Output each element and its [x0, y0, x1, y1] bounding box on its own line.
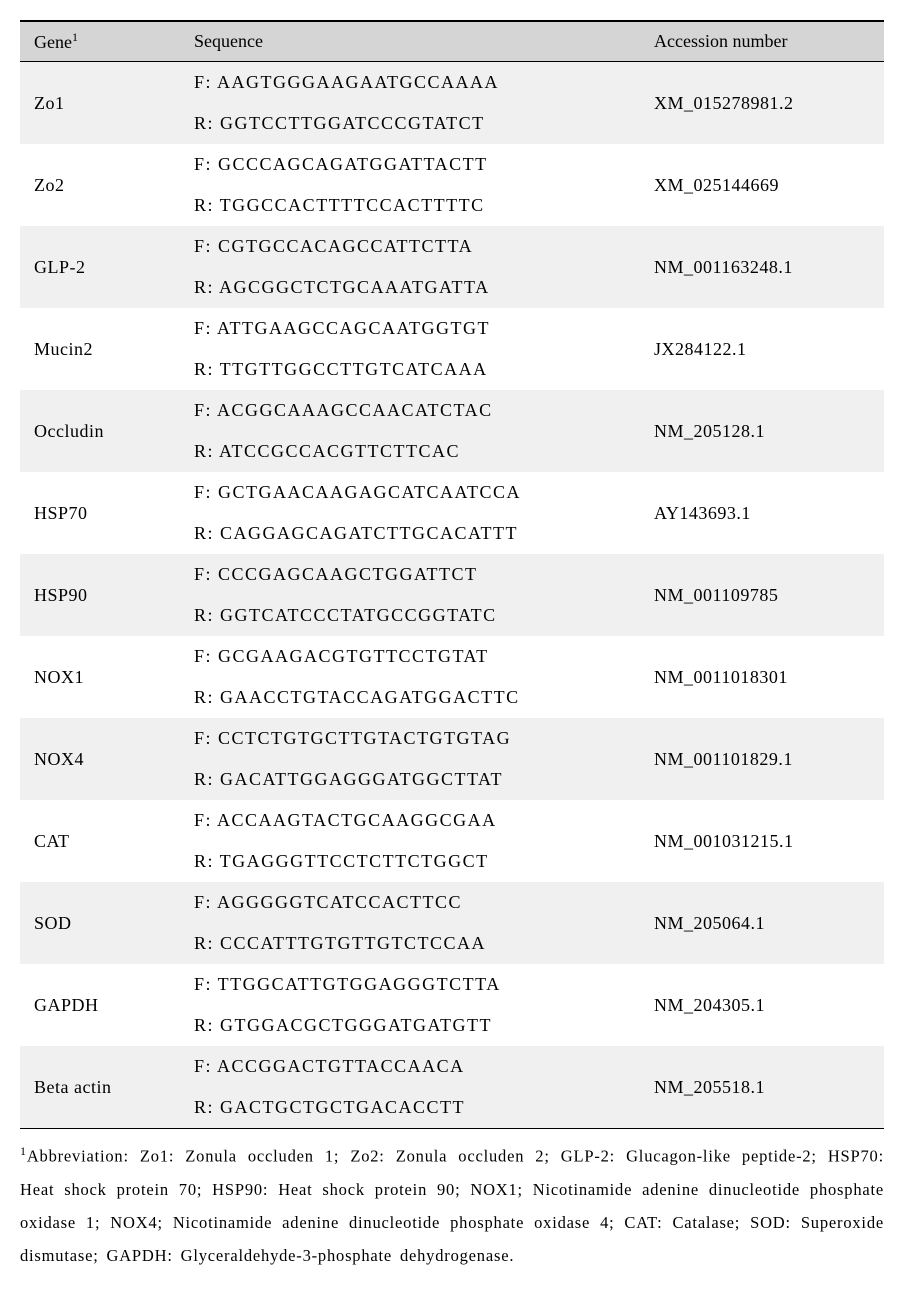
- header-gene: Gene1: [20, 21, 180, 62]
- forward-sequence: F: AGGGGGTCATCCACTTCC: [180, 882, 640, 923]
- reverse-sequence: R: TTGTTGGCCTTGTCATCAAA: [180, 349, 640, 390]
- reverse-sequence: R: CCCATTTGTGTTGTCTCCAA: [180, 923, 640, 964]
- forward-sequence: F: ACCGGACTGTTACCAACA: [180, 1046, 640, 1087]
- accession-cell: NM_001031215.1: [640, 800, 884, 882]
- forward-sequence: F: TTGGCATTGTGGAGGGTCTTA: [180, 964, 640, 1005]
- forward-sequence: F: CCCGAGCAAGCTGGATTCT: [180, 554, 640, 595]
- reverse-sequence: R: ATCCGCCACGTTCTTCAC: [180, 431, 640, 472]
- table-row: NOX1F: GCGAAGACGTGTTCCTGTATNM_0011018301: [20, 636, 884, 677]
- accession-cell: NM_204305.1: [640, 964, 884, 1046]
- gene-cell: HSP70: [20, 472, 180, 554]
- reverse-sequence: R: TGGCCACTTTTCCACTTTTC: [180, 185, 640, 226]
- gene-cell: Mucin2: [20, 308, 180, 390]
- accession-cell: NM_001109785: [640, 554, 884, 636]
- forward-sequence: F: GCTGAACAAGAGCATCAATCCA: [180, 472, 640, 513]
- reverse-sequence: R: GTGGACGCTGGGATGATGTT: [180, 1005, 640, 1046]
- table-header-row: Gene1 Sequence Accession number: [20, 21, 884, 62]
- table-row: HSP70F: GCTGAACAAGAGCATCAATCCAAY143693.1: [20, 472, 884, 513]
- gene-cell: NOX1: [20, 636, 180, 718]
- accession-cell: NM_205128.1: [640, 390, 884, 472]
- gene-cell: CAT: [20, 800, 180, 882]
- reverse-sequence: R: GGTCATCCCTATGCCGGTATC: [180, 595, 640, 636]
- footnote-text: Abbreviation: Zo1: Zonula occluden 1; Zo…: [20, 1147, 884, 1265]
- gene-cell: Occludin: [20, 390, 180, 472]
- gene-cell: NOX4: [20, 718, 180, 800]
- header-accession: Accession number: [640, 21, 884, 62]
- accession-cell: NM_205064.1: [640, 882, 884, 964]
- gene-cell: GLP-2: [20, 226, 180, 308]
- gene-cell: GAPDH: [20, 964, 180, 1046]
- forward-sequence: F: CGTGCCACAGCCATTCTTA: [180, 226, 640, 267]
- accession-cell: XM_015278981.2: [640, 62, 884, 145]
- header-gene-sup: 1: [72, 30, 78, 44]
- accession-cell: NM_0011018301: [640, 636, 884, 718]
- table-row: Zo1F: AAGTGGGAAGAATGCCAAAAXM_015278981.2: [20, 62, 884, 104]
- reverse-sequence: R: GGTCCTTGGATCCCGTATCT: [180, 103, 640, 144]
- forward-sequence: F: ACGGCAAAGCCAACATCTAC: [180, 390, 640, 431]
- reverse-sequence: R: CAGGAGCAGATCTTGCACATTT: [180, 513, 640, 554]
- reverse-sequence: R: GAACCTGTACCAGATGGACTTC: [180, 677, 640, 718]
- forward-sequence: F: GCGAAGACGTGTTCCTGTAT: [180, 636, 640, 677]
- gene-cell: SOD: [20, 882, 180, 964]
- gene-cell: Zo1: [20, 62, 180, 145]
- table-row: GAPDHF: TTGGCATTGTGGAGGGTCTTANM_204305.1: [20, 964, 884, 1005]
- header-gene-text: Gene: [34, 32, 72, 52]
- accession-cell: AY143693.1: [640, 472, 884, 554]
- table-row: Zo2F: GCCCAGCAGATGGATTACTTXM_025144669: [20, 144, 884, 185]
- forward-sequence: F: CCTCTGTGCTTGTACTGTGTAG: [180, 718, 640, 759]
- table-row: OccludinF: ACGGCAAAGCCAACATCTACNM_205128…: [20, 390, 884, 431]
- table-row: GLP-2F: CGTGCCACAGCCATTCTTANM_001163248.…: [20, 226, 884, 267]
- footnote-sup: 1: [20, 1144, 27, 1158]
- forward-sequence: F: ACCAAGTACTGCAAGGCGAA: [180, 800, 640, 841]
- accession-cell: NM_001101829.1: [640, 718, 884, 800]
- accession-cell: XM_025144669: [640, 144, 884, 226]
- table-row: Mucin2F: ATTGAAGCCAGCAATGGTGTJX284122.1: [20, 308, 884, 349]
- reverse-sequence: R: GACTGCTGCTGACACCTT: [180, 1087, 640, 1129]
- forward-sequence: F: ATTGAAGCCAGCAATGGTGT: [180, 308, 640, 349]
- header-sequence: Sequence: [180, 21, 640, 62]
- accession-cell: NM_001163248.1: [640, 226, 884, 308]
- forward-sequence: F: GCCCAGCAGATGGATTACTT: [180, 144, 640, 185]
- forward-sequence: F: AAGTGGGAAGAATGCCAAAA: [180, 62, 640, 104]
- table-body: Zo1F: AAGTGGGAAGAATGCCAAAAXM_015278981.2…: [20, 62, 884, 1129]
- table-row: SODF: AGGGGGTCATCCACTTCCNM_205064.1: [20, 882, 884, 923]
- reverse-sequence: R: AGCGGCTCTGCAAATGATTA: [180, 267, 640, 308]
- table-row: CATF: ACCAAGTACTGCAAGGCGAANM_001031215.1: [20, 800, 884, 841]
- accession-cell: NM_205518.1: [640, 1046, 884, 1129]
- table-row: Beta actinF: ACCGGACTGTTACCAACANM_205518…: [20, 1046, 884, 1087]
- table-row: NOX4F: CCTCTGTGCTTGTACTGTGTAGNM_00110182…: [20, 718, 884, 759]
- gene-cell: HSP90: [20, 554, 180, 636]
- primer-table: Gene1 Sequence Accession number Zo1F: AA…: [20, 20, 884, 1129]
- table-row: HSP90F: CCCGAGCAAGCTGGATTCTNM_001109785: [20, 554, 884, 595]
- footnote: 1Abbreviation: Zo1: Zonula occluden 1; Z…: [20, 1139, 884, 1272]
- accession-cell: JX284122.1: [640, 308, 884, 390]
- gene-cell: Zo2: [20, 144, 180, 226]
- gene-cell: Beta actin: [20, 1046, 180, 1129]
- reverse-sequence: R: GACATTGGAGGGATGGCTTAT: [180, 759, 640, 800]
- reverse-sequence: R: TGAGGGTTCCTCTTCTGGCT: [180, 841, 640, 882]
